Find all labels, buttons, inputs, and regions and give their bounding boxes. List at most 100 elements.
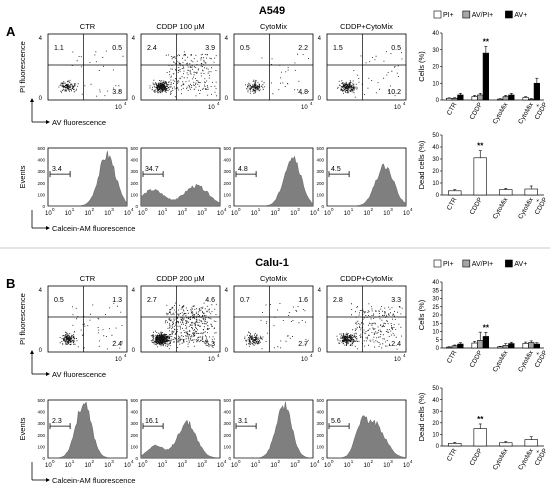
bar bbox=[533, 343, 540, 349]
tick-label: 100 bbox=[316, 192, 324, 197]
tick-label: 400 bbox=[37, 410, 45, 415]
y-tick-label: 40 bbox=[432, 145, 439, 151]
tick-label: 3 bbox=[390, 459, 393, 464]
bar bbox=[457, 94, 464, 101]
y-axis-label: Events bbox=[18, 417, 27, 440]
tick-label: 200 bbox=[37, 433, 45, 438]
bar bbox=[448, 443, 462, 447]
histogram-area bbox=[234, 401, 314, 459]
tick-label: 4 bbox=[39, 36, 43, 42]
tick-label: 0 bbox=[331, 207, 334, 212]
tick-label: 10 bbox=[290, 463, 297, 469]
tick-label: 1 bbox=[258, 459, 261, 464]
x-tick-label: CytoMix bbox=[492, 447, 510, 471]
tick-label: 0 bbox=[318, 348, 322, 354]
arrow-head bbox=[30, 98, 34, 102]
legend-label: AV/PI+ bbox=[472, 12, 493, 19]
bar bbox=[471, 96, 478, 101]
significance-mark: ** bbox=[477, 142, 484, 151]
scatter-frame bbox=[47, 285, 128, 353]
tick-label: 300 bbox=[223, 421, 231, 426]
tick-label: 10 bbox=[104, 211, 111, 217]
tick-label: 0 bbox=[135, 204, 138, 209]
quadrant-value-lr: 4.8 bbox=[298, 89, 308, 96]
y-tick-label: 20 bbox=[432, 421, 439, 427]
tick-label: 400 bbox=[223, 410, 231, 415]
quadrant-value-ur: 3.9 bbox=[205, 45, 215, 52]
y-tick-label: 10 bbox=[432, 81, 439, 87]
tick-label: 300 bbox=[37, 169, 45, 174]
tick-label: 10 bbox=[138, 211, 145, 217]
tick-label: 2 bbox=[278, 207, 281, 212]
y-tick-label: 10 bbox=[432, 433, 439, 439]
x-tick-label: CTR bbox=[446, 101, 459, 116]
legend-label: AV+ bbox=[514, 261, 527, 268]
x-tick-label: CDDP bbox=[469, 102, 484, 121]
tick-label: 10 bbox=[364, 463, 371, 469]
quadrant-value-lr: 2.7 bbox=[298, 341, 308, 348]
tick-label: 1 bbox=[258, 207, 261, 212]
tick-label: 3 bbox=[297, 207, 300, 212]
flow-plot-title: CTR bbox=[80, 274, 96, 283]
y-tick-label: 0 bbox=[436, 98, 440, 104]
gate-value: 5.6 bbox=[331, 418, 341, 425]
gate-value: 3.1 bbox=[238, 418, 248, 425]
bar bbox=[477, 340, 484, 349]
bar bbox=[528, 98, 535, 101]
x-tick-label: CDDP bbox=[469, 197, 484, 216]
tick-label: 300 bbox=[316, 169, 324, 174]
bar bbox=[508, 343, 515, 349]
tick-label: 1 bbox=[72, 459, 75, 464]
bar bbox=[502, 96, 509, 101]
x-tick-label: CTR bbox=[446, 196, 459, 211]
tick-label: 10 bbox=[85, 463, 92, 469]
tick-label: 10 bbox=[310, 211, 317, 217]
x-tick-label: CytoMix bbox=[517, 101, 535, 125]
bar-y-label: Cells (%) bbox=[417, 299, 426, 330]
tick-label: 4 bbox=[217, 101, 220, 106]
x-axis-label: Calcein-AM fluorescence bbox=[52, 224, 135, 233]
y-tick-label: 25 bbox=[432, 305, 439, 311]
tick-label: 10 bbox=[383, 463, 390, 469]
bar-chart-4: Dead cells (%) 0 10 20 30 40 50 CTR CDDP CytoMix C… bbox=[417, 386, 549, 471]
legend-swatch bbox=[433, 10, 442, 19]
tick-label: 10 bbox=[138, 463, 145, 469]
histogram-area bbox=[327, 163, 407, 207]
tick-label: 0 bbox=[225, 348, 229, 354]
tick-label: 10 bbox=[85, 211, 92, 217]
flow-plot-title: CTR bbox=[80, 22, 96, 31]
bar bbox=[522, 343, 529, 349]
tick-label: 0 bbox=[42, 456, 45, 461]
tick-label: 10 bbox=[271, 463, 278, 469]
bar bbox=[471, 342, 478, 349]
histogram-area bbox=[234, 155, 314, 207]
tick-label: 0 bbox=[228, 456, 231, 461]
quadrant-value-lr: 10.2 bbox=[387, 89, 401, 96]
tick-label: 500 bbox=[223, 146, 231, 151]
x-tick-label: CDDP bbox=[469, 448, 484, 467]
tick-label: 0 bbox=[145, 207, 148, 212]
tick-label: 10 bbox=[45, 463, 52, 469]
tick-label: 4 bbox=[410, 207, 413, 212]
bar-y-label: Cells (%) bbox=[417, 51, 426, 82]
arrow-head bbox=[46, 120, 50, 124]
quadrant-value-ur: 1.6 bbox=[298, 297, 308, 304]
legend-label: PI+ bbox=[443, 261, 454, 268]
x-tick-label: CytoMix bbox=[492, 101, 510, 125]
bar bbox=[497, 346, 504, 349]
tick-label: 4 bbox=[410, 459, 413, 464]
tick-label: 10 bbox=[394, 105, 401, 111]
tick-label: 10 bbox=[344, 463, 351, 469]
scatter-points bbox=[336, 303, 403, 350]
tick-label: 10 bbox=[45, 211, 52, 217]
tick-label: 10 bbox=[197, 463, 204, 469]
quadrant-value-ul: 1.1 bbox=[54, 45, 64, 52]
tick-label: 500 bbox=[316, 398, 324, 403]
tick-label: 200 bbox=[316, 181, 324, 186]
quadrant-value-lr: 2.4 bbox=[112, 341, 122, 348]
tick-label: 4 bbox=[131, 459, 134, 464]
tick-label: 10 bbox=[104, 463, 111, 469]
tick-label: 3 bbox=[390, 207, 393, 212]
